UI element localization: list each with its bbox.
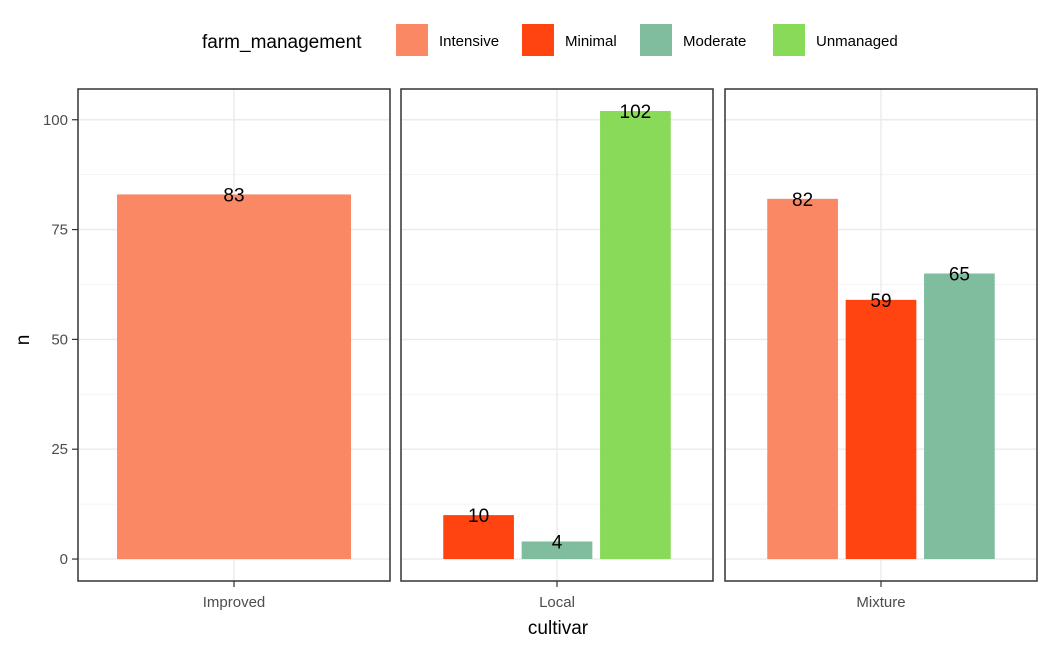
y-tick-label: 50 (51, 331, 68, 348)
data-label: 59 (870, 291, 891, 312)
legend-label-unmanaged: Unmanaged (816, 33, 898, 50)
bar-local-minimal (443, 515, 514, 560)
y-tick-label: 25 (51, 441, 68, 458)
panel-improved: 83 Improved (77, 88, 391, 611)
y-tick-label: 100 (43, 112, 68, 129)
panel-mixture: 82 59 65 Mixture (724, 88, 1038, 611)
y-axis-title: n (13, 335, 34, 346)
bar-mixture-minimal (845, 299, 917, 560)
bar-improved-intensive (117, 194, 351, 560)
y-axis: 0 25 50 75 100 (43, 112, 78, 568)
data-label: 10 (468, 506, 489, 527)
legend-label-intensive: Intensive (439, 33, 499, 50)
bar-mixture-moderate (924, 273, 995, 560)
data-label: 102 (620, 102, 652, 123)
legend-label-moderate: Moderate (683, 33, 746, 50)
x-axis-title: cultivar (528, 618, 589, 639)
legend-key-moderate (640, 24, 672, 56)
x-tick-label: Mixture (856, 594, 905, 611)
data-label: 4 (552, 532, 563, 553)
legend: farm_management Intensive Minimal Moderate… (202, 24, 898, 56)
legend-title: farm_management (202, 32, 362, 53)
bar-mixture-intensive (767, 198, 838, 560)
x-tick-label: Improved (203, 594, 266, 611)
legend-key-intensive (396, 24, 428, 56)
y-tick-label: 75 (51, 222, 68, 239)
legend-key-minimal (522, 24, 554, 56)
panel-local: 10 4 102 Local (400, 88, 714, 611)
data-label: 65 (949, 265, 970, 286)
data-label: 83 (223, 185, 244, 206)
x-tick-label: Local (539, 594, 575, 611)
bar-local-moderate (521, 541, 593, 560)
legend-key-unmanaged (773, 24, 805, 56)
data-label: 82 (792, 190, 813, 211)
bar-local-unmanaged (600, 110, 671, 560)
y-tick-label: 0 (60, 551, 68, 568)
legend-label-minimal: Minimal (565, 33, 617, 50)
